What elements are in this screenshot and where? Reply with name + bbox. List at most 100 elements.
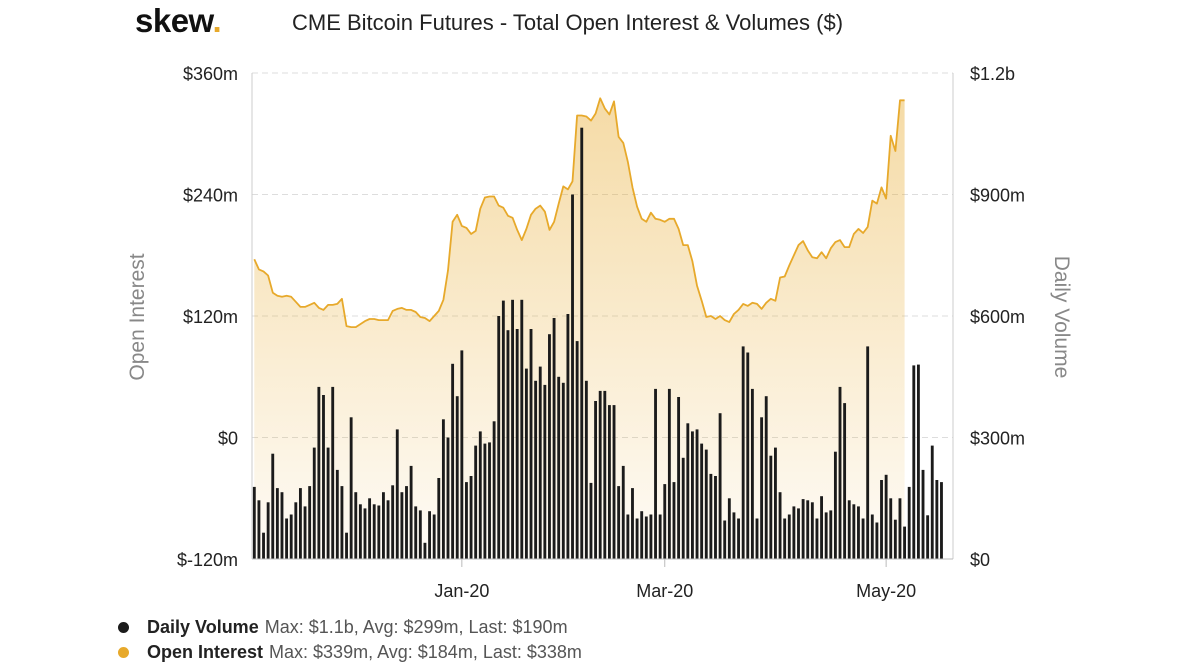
volume-bar [916,364,920,559]
volume-bar [732,512,736,559]
volume-bar [589,482,593,559]
legend-stats-open-interest: Max: $339m, Avg: $184m, Last: $338m [269,642,582,662]
volume-bar [529,329,533,559]
volume-bar [511,299,514,559]
legend-marker-open-interest [118,647,129,658]
volume-bar [898,498,902,560]
right-axis-title: Daily Volume [1050,256,1073,379]
volume-bar [465,482,468,559]
volume-bar [469,476,473,559]
volume-bar [488,442,491,559]
volume-bar [414,506,418,559]
x-tick-label: Mar-20 [636,581,693,601]
legend: Daily Volume Max: $1.1b, Avg: $299m, Las… [118,615,582,665]
volume-bar [857,506,860,559]
volume-bar [861,518,865,559]
volume-bar [557,376,561,560]
volume-bar [423,542,427,559]
volume-bar [714,476,717,559]
left-tick-label: $120m [183,307,238,327]
volume-bar [266,502,270,559]
x-tick-label: Jan-20 [434,581,489,601]
volume-bar [483,443,487,559]
volume-bar [358,504,362,559]
volume-bar [607,405,611,559]
volume-bar [294,502,298,559]
volume-bar [875,522,879,559]
right-tick-label: $300m [970,429,1025,449]
volume-bar [833,451,837,559]
volume-bar [474,445,478,559]
volume-bar [400,492,404,559]
volume-bar [672,482,676,559]
volume-bar [778,492,782,559]
volume-bar [538,366,542,559]
volume-bar [478,431,482,559]
volume-bar [691,431,694,559]
volume-bar [409,465,413,559]
volume-bar [649,514,653,559]
x-tick-label: May-20 [856,581,916,601]
volume-bar [552,318,556,559]
volume-bar [686,423,690,559]
volume-bar [903,526,907,559]
volume-bar [363,508,367,559]
volume-bar [820,496,823,559]
volume-bar [750,388,754,559]
legend-item-open-interest[interactable]: Open Interest Max: $339m, Avg: $184m, La… [118,640,582,665]
volume-bar [746,352,750,559]
volume-bar [783,518,787,559]
volume-bar [441,419,445,559]
left-tick-label: $-120m [177,550,238,570]
volume-bar [723,520,727,559]
volume-bar [695,429,699,559]
volume-bar [755,518,759,559]
volume-bar [345,532,348,559]
volume-bar [797,508,800,559]
volume-bar [626,514,630,559]
volume-bar [617,486,621,559]
legend-item-daily-volume[interactable]: Daily Volume Max: $1.1b, Avg: $299m, Las… [118,615,582,640]
volume-bar [912,365,916,559]
volume-bar [271,453,275,559]
volume-bar [681,457,685,560]
volume-bar [658,514,662,559]
legend-label-open-interest: Open Interest [147,642,264,662]
volume-bar [257,500,261,559]
volume-bar [317,386,321,559]
volume-bar [709,473,713,559]
volume-bar [506,330,510,559]
volume-bar [584,380,588,559]
volume-bar [446,437,450,559]
volume-bar [571,194,574,559]
volume-bar [515,329,519,559]
volume-bar [252,486,256,559]
volume-bar [631,488,634,559]
legend-label-daily-volume: Daily Volume [147,617,259,637]
volume-bar [852,504,856,559]
volume-bar [644,516,648,559]
volume-bar [303,506,307,559]
volume-bar [455,396,459,559]
volume-bar [801,499,805,559]
volume-bar [354,492,358,559]
volume-bar [451,363,455,559]
volume-bar [548,334,551,559]
volume-bar [437,478,441,559]
volume-bar [580,127,584,559]
right-tick-label: $900m [970,186,1025,206]
volume-bar [497,316,501,559]
volume-bar [395,429,399,559]
volume-bar [727,498,731,560]
volume-bar [524,368,528,559]
volume-bar [312,447,316,559]
volume-bar [349,417,353,560]
volume-bar [460,350,464,559]
volume-bar [285,518,289,559]
volume-bar [534,380,538,559]
volume-bar [612,405,616,559]
volume-bar [368,498,372,560]
volume-bar [280,492,284,559]
volume-bar [594,401,598,559]
